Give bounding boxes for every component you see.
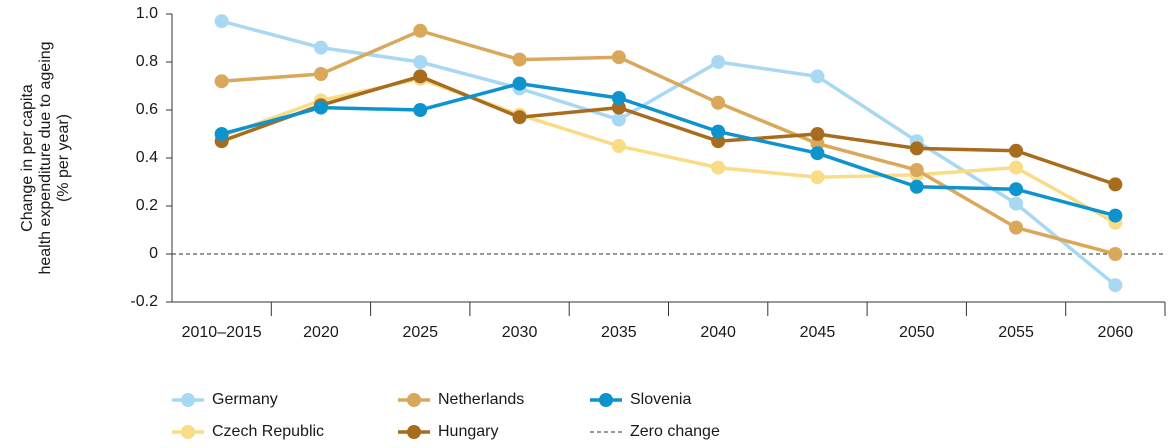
x-tick-label: 2020 — [303, 324, 339, 341]
point — [413, 69, 428, 84]
point — [1108, 208, 1123, 223]
x-tick-label: 2025 — [402, 324, 438, 341]
point — [611, 100, 626, 115]
point — [1009, 182, 1024, 197]
y-tick-label: 0.2 — [136, 197, 158, 214]
y-axis-label: (% per year) — [55, 114, 72, 202]
legend-marker — [181, 425, 195, 439]
point — [313, 100, 328, 115]
y-tick-label: 0.4 — [136, 149, 158, 166]
point — [214, 14, 229, 29]
point — [810, 146, 825, 161]
point — [313, 67, 328, 81]
x-tick-label: 2030 — [502, 324, 538, 341]
point — [611, 112, 626, 127]
legend-marker — [407, 425, 421, 439]
point — [512, 76, 527, 91]
point — [611, 139, 626, 153]
point — [810, 136, 825, 151]
point — [512, 110, 527, 125]
legend-label: Slovenia — [630, 391, 691, 408]
x-tick-label: 2060 — [1098, 324, 1134, 341]
legend-label: Hungary — [438, 423, 498, 440]
y-tick-label: 0.8 — [136, 53, 158, 70]
point — [413, 23, 428, 38]
legend-marker — [407, 393, 421, 407]
x-tick-label: 2035 — [601, 324, 637, 341]
series-line — [221, 81, 1116, 218]
point — [711, 134, 726, 149]
point — [1108, 278, 1123, 293]
x-tick-label: 2055 — [998, 324, 1034, 341]
point — [313, 40, 328, 55]
series-line — [221, 74, 1116, 187]
point — [1009, 160, 1024, 175]
y-axis-label: Change in per capita — [19, 84, 36, 232]
series-line — [221, 19, 1117, 287]
point — [1009, 196, 1024, 211]
y-tick-label: 0 — [149, 245, 158, 262]
series-line — [221, 28, 1116, 256]
point — [711, 55, 726, 69]
point — [711, 124, 726, 139]
point — [909, 141, 924, 156]
point — [214, 74, 229, 89]
point — [413, 103, 428, 117]
legend-label: Netherlands — [438, 391, 524, 408]
legend-label: Czech Republic — [212, 423, 324, 440]
point — [711, 160, 726, 175]
point — [214, 127, 229, 141]
point — [1108, 247, 1123, 261]
point — [512, 52, 527, 67]
point — [909, 179, 924, 194]
point — [611, 91, 626, 105]
point — [1009, 143, 1024, 158]
y-tick-label: 1.0 — [136, 5, 158, 22]
legend-label: Germany — [212, 391, 278, 408]
legend-marker — [181, 393, 195, 407]
y-axis-label: health expenditure due to ageing — [37, 41, 54, 274]
point — [413, 55, 428, 69]
y-tick-label: 0.6 — [136, 101, 158, 118]
x-tick-label: 2040 — [700, 324, 736, 341]
legend-label: Zero change — [630, 423, 720, 440]
y-tick-label: -0.2 — [130, 293, 158, 310]
point — [1108, 177, 1123, 192]
x-tick-label: 2045 — [800, 324, 836, 341]
point — [711, 95, 726, 110]
point — [810, 170, 825, 185]
point — [1009, 220, 1024, 235]
point — [611, 50, 626, 65]
legend-marker — [599, 393, 613, 407]
point — [909, 163, 924, 177]
x-tick-label: 2050 — [899, 324, 935, 341]
x-tick-label: 2010–2015 — [182, 324, 262, 341]
point — [810, 127, 825, 141]
point — [810, 69, 825, 84]
